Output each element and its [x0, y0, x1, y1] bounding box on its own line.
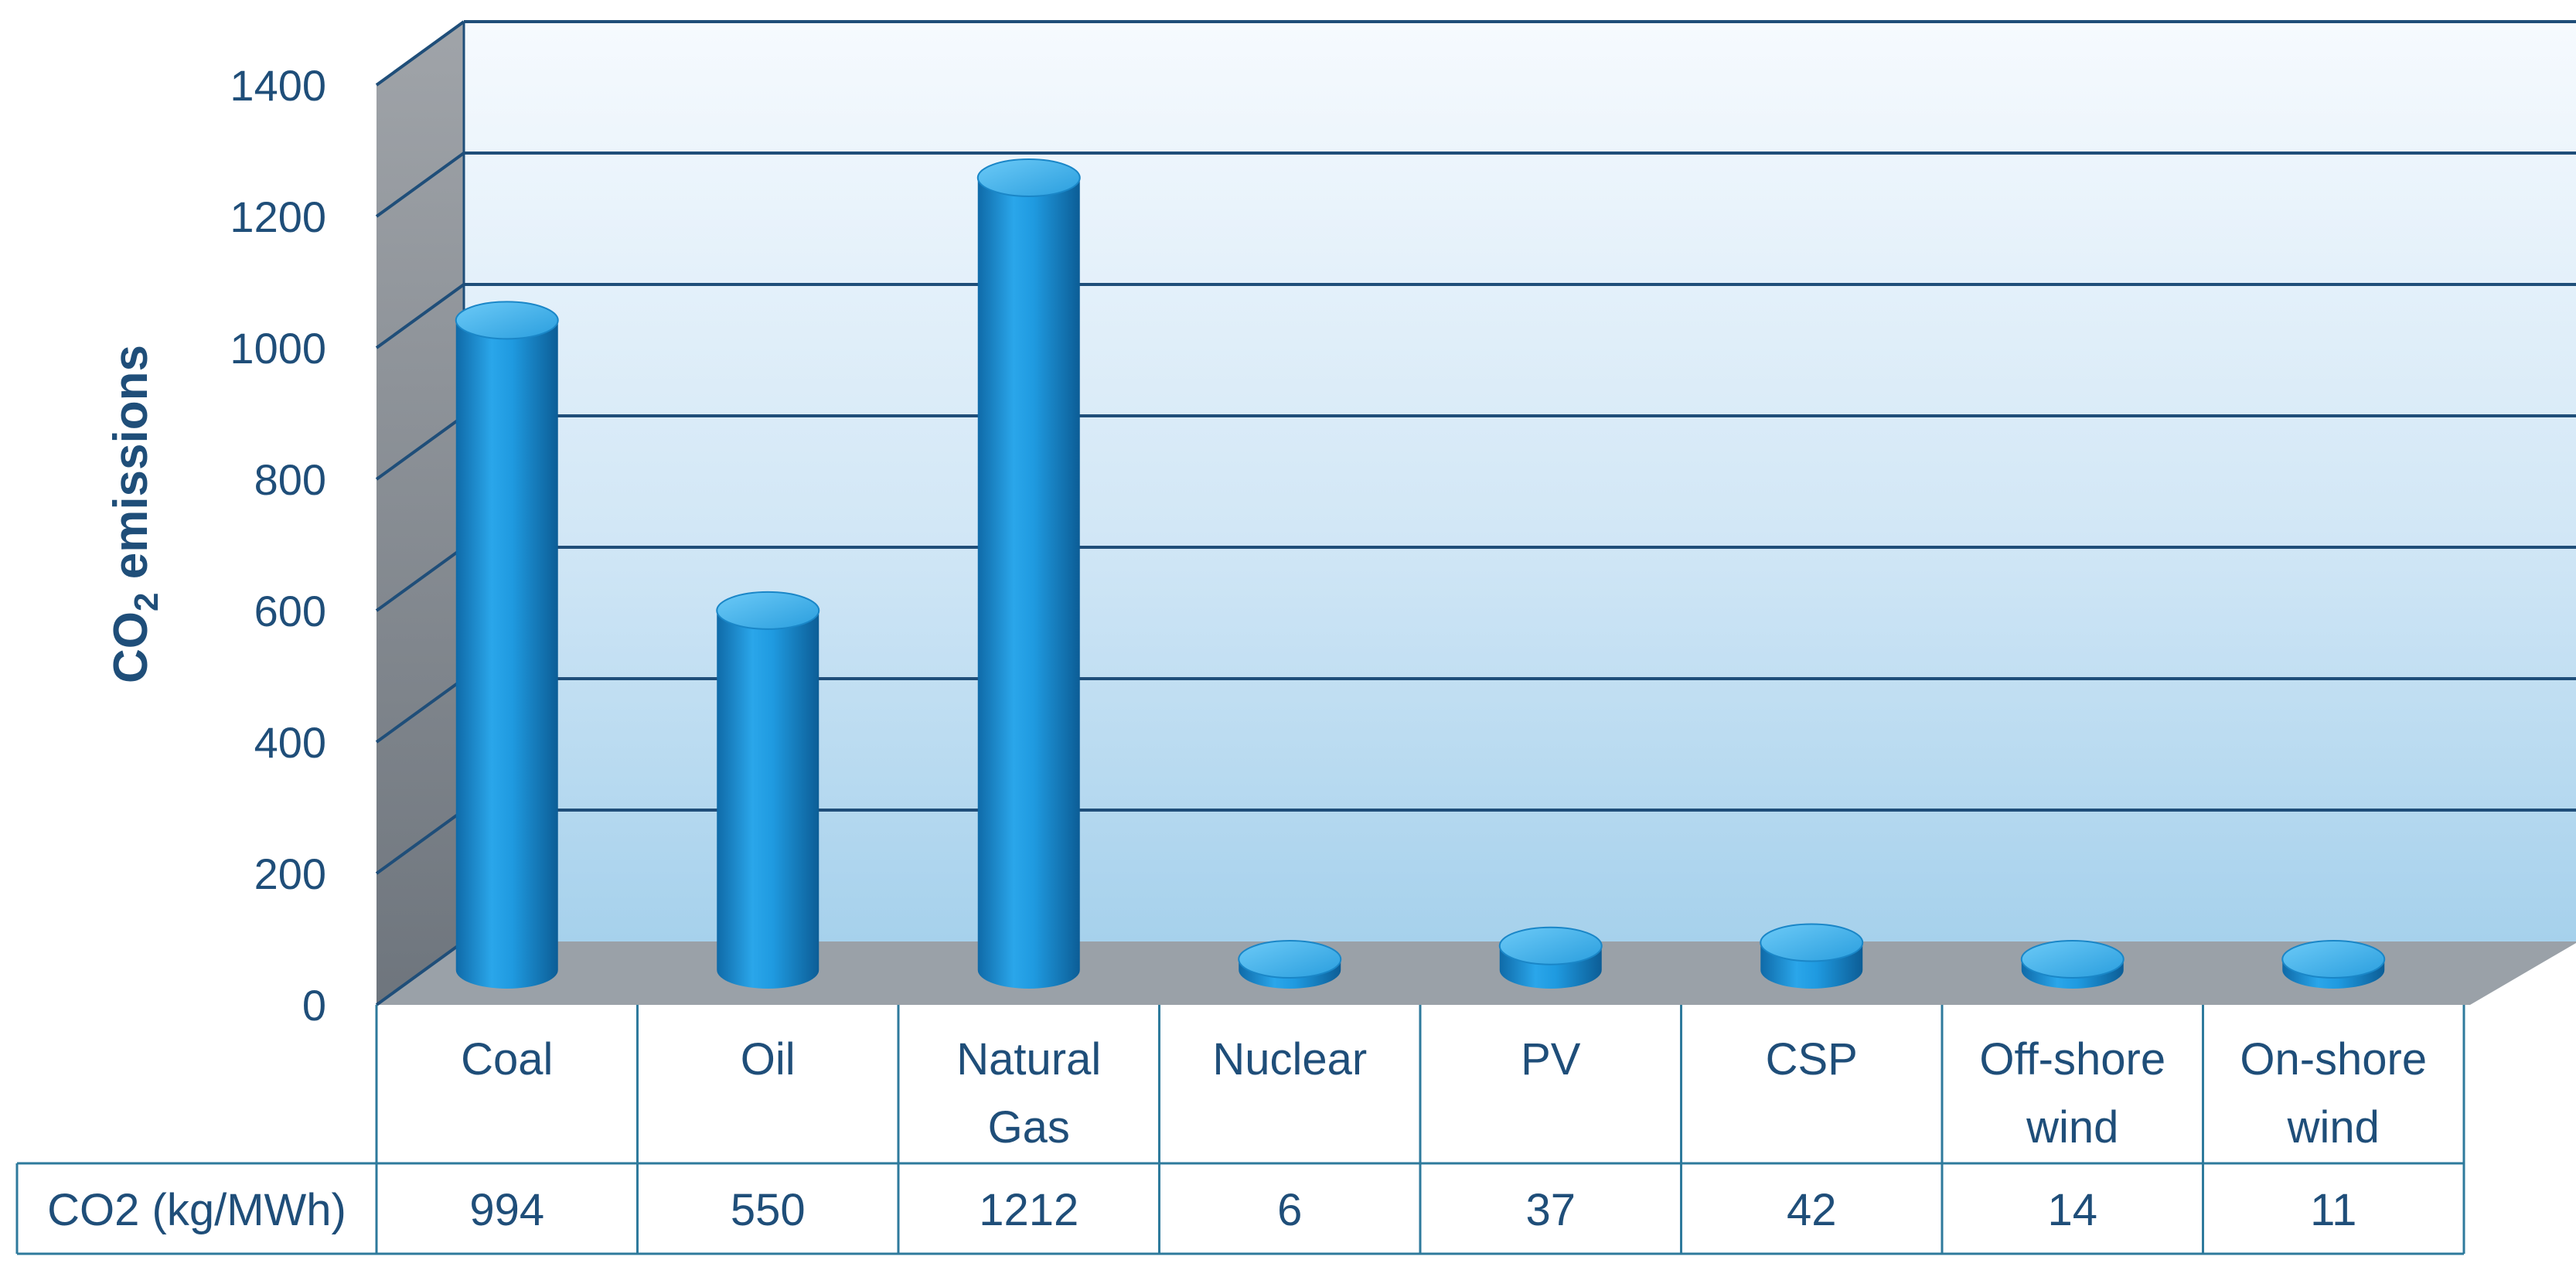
category-label: wind: [2026, 1102, 2118, 1153]
category-label: Off-shore: [1979, 1034, 2165, 1084]
bar-top: [455, 301, 559, 340]
gridline-side: [375, 677, 465, 744]
category-label: On-shore: [2240, 1034, 2427, 1084]
gridline-side: [375, 940, 465, 1006]
bar-body: [455, 320, 558, 989]
bar: [2020, 940, 2125, 989]
gridlines: [375, 20, 2576, 1006]
bar-top: [1498, 926, 1603, 965]
gridline-side: [375, 283, 465, 349]
table-row-label: CO2 (kg/MWh): [47, 1185, 346, 1235]
data-label: 994: [469, 1185, 544, 1235]
data-table: Coal Oil Natural Gas Nuclear PV CSP Off-shore wi…: [15, 1005, 2465, 1255]
category-label: CSP: [1766, 1034, 1858, 1084]
category-label: Gas: [988, 1102, 1070, 1153]
gridline-side: [375, 809, 465, 875]
bar-top: [976, 158, 1081, 197]
y-tick-label: 1000: [230, 324, 326, 373]
category-label: Coal: [461, 1034, 553, 1084]
y-tick-label: 1400: [230, 61, 326, 110]
category-label: Nuclear: [1212, 1034, 1367, 1084]
y-tick-label: 400: [254, 718, 326, 767]
bar: [716, 591, 820, 989]
y-tick-label: 0: [302, 981, 326, 1030]
floor: [377, 941, 2576, 1005]
bar: [1238, 940, 1342, 989]
category-label: PV: [1521, 1034, 1581, 1084]
bar: [976, 158, 1081, 989]
data-label: 14: [2047, 1185, 2097, 1235]
gridline-side: [375, 546, 465, 612]
bar-top: [2020, 940, 2125, 979]
category-label: Natural: [956, 1034, 1101, 1084]
bar: [455, 301, 559, 989]
bar-body: [717, 610, 819, 989]
data-label: 6: [1277, 1185, 1302, 1235]
y-tick-label: 800: [254, 455, 326, 504]
bar-top: [1238, 940, 1342, 979]
bar-top: [2281, 940, 2386, 979]
data-label: 11: [2310, 1185, 2356, 1235]
y-tick-label: 200: [254, 850, 326, 898]
y-tick-label: 1200: [230, 192, 326, 241]
category-label: wind: [2287, 1102, 2380, 1153]
bar-top: [1760, 923, 1864, 962]
gridline-side: [375, 414, 465, 481]
bars: [455, 158, 2386, 989]
bar-body: [977, 178, 1080, 989]
bar: [2281, 940, 2386, 989]
category-label: Oil: [741, 1034, 796, 1084]
bar: [1498, 926, 1603, 989]
y-tick-label: 600: [254, 587, 326, 635]
gridline-side: [375, 152, 465, 218]
y-axis-title: CO2 emissions: [104, 345, 165, 683]
bar: [1760, 923, 1864, 989]
side-wall: [377, 22, 464, 1005]
data-label: 42: [1787, 1185, 1837, 1235]
gridline-side: [375, 20, 465, 87]
data-label: 37: [1525, 1185, 1576, 1235]
data-label: 1212: [979, 1185, 1078, 1235]
bar-top: [716, 591, 820, 630]
data-label: 550: [731, 1185, 806, 1235]
y-tick-labels: 0 200 400 600 800 1000 1200 1400: [230, 61, 326, 1030]
